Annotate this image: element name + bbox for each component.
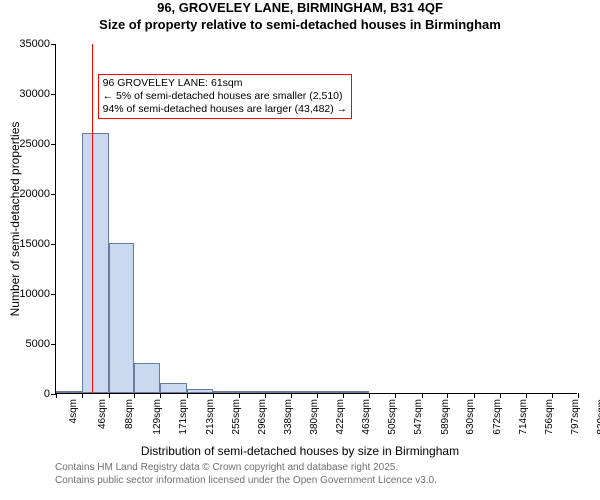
y-tick (51, 194, 56, 195)
y-tick (51, 294, 56, 295)
x-tick-label: 672sqm (491, 399, 502, 435)
x-tick (109, 393, 110, 398)
x-tick (474, 393, 475, 398)
x-tick-label: 839sqm (596, 399, 600, 435)
y-tick (51, 144, 56, 145)
histogram-bar (213, 391, 239, 393)
y-tick-label: 20000 (19, 188, 50, 200)
chart-area: 0 5000 10000 15000 20000 25000 30000 35000 4sqm 4… (0, 0, 600, 500)
x-tick-label: 255sqm (231, 399, 242, 435)
histogram-bar (109, 243, 135, 393)
x-tick-label: 505sqm (387, 399, 398, 435)
histogram-bar (239, 391, 265, 393)
x-tick (422, 393, 423, 398)
x-tick-label: 46sqm (97, 399, 108, 429)
y-tick-label: 25000 (19, 138, 50, 150)
x-tick-label: 422sqm (335, 399, 346, 435)
y-tick-label: 0 (44, 388, 50, 400)
x-tick-label: 296sqm (256, 399, 267, 435)
y-axis-label: Number of semi-detached properties (8, 122, 22, 317)
footer-line-1: Contains HM Land Registry data © Crown c… (55, 462, 437, 475)
x-tick (134, 393, 135, 398)
x-tick-label: 380sqm (309, 399, 320, 435)
histogram-bar (56, 391, 82, 393)
y-tick-label: 30000 (19, 88, 50, 100)
x-axis-label: Distribution of semi-detached houses by … (141, 444, 459, 458)
x-tick-label: 4sqm (68, 399, 79, 423)
annotation-line: 94% of semi-detached houses are larger (… (103, 103, 348, 116)
histogram-bar (265, 391, 291, 393)
x-tick-label: 630sqm (465, 399, 476, 435)
histogram-bar (291, 391, 317, 393)
x-tick-label: 589sqm (439, 399, 450, 435)
y-tick-label: 35000 (19, 38, 50, 50)
footer-line-2: Contains public sector information licen… (55, 475, 437, 488)
x-tick (526, 393, 527, 398)
x-tick (552, 393, 553, 398)
x-tick-label: 797sqm (570, 399, 581, 435)
x-tick (160, 393, 161, 398)
x-tick-label: 547sqm (413, 399, 424, 435)
y-tick-label: 10000 (19, 288, 50, 300)
x-tick-label: 129sqm (152, 399, 163, 435)
x-tick (291, 393, 292, 398)
property-marker-line (92, 44, 93, 393)
x-tick (395, 393, 396, 398)
histogram-bar (134, 363, 160, 393)
x-tick (369, 393, 370, 398)
x-tick-label: 756sqm (544, 399, 555, 435)
x-tick-label: 463sqm (361, 399, 372, 435)
x-tick (213, 393, 214, 398)
x-tick-label: 714sqm (518, 399, 529, 435)
histogram-bar (82, 133, 108, 393)
x-tick (578, 393, 579, 398)
x-tick (500, 393, 501, 398)
y-tick-label: 5000 (26, 338, 50, 350)
y-tick (51, 244, 56, 245)
x-tick (187, 393, 188, 398)
histogram-bar (317, 391, 343, 393)
x-tick (317, 393, 318, 398)
annotation-line: ← 5% of semi-detached houses are smaller… (103, 90, 348, 103)
x-tick (343, 393, 344, 398)
x-tick (265, 393, 266, 398)
x-tick-label: 88sqm (124, 399, 135, 429)
x-tick (239, 393, 240, 398)
histogram-bar (343, 391, 369, 393)
x-tick (82, 393, 83, 398)
x-tick-label: 213sqm (204, 399, 215, 435)
annotation-box: 96 GROVELEY LANE: 61sqm← 5% of semi-deta… (98, 74, 353, 119)
annotation-line: 96 GROVELEY LANE: 61sqm (103, 77, 348, 90)
x-tick (56, 393, 57, 398)
x-tick (447, 393, 448, 398)
plot-area: 050001000015000200002500030000350004sqm4… (55, 44, 577, 394)
x-tick-label: 338sqm (283, 399, 294, 435)
chart-footer: Contains HM Land Registry data © Crown c… (55, 462, 437, 487)
y-tick (51, 44, 56, 45)
x-tick-label: 171sqm (178, 399, 189, 435)
histogram-bar (187, 389, 213, 393)
histogram-bar (160, 383, 186, 393)
y-tick (51, 344, 56, 345)
y-tick (51, 94, 56, 95)
y-tick-label: 15000 (19, 238, 50, 250)
